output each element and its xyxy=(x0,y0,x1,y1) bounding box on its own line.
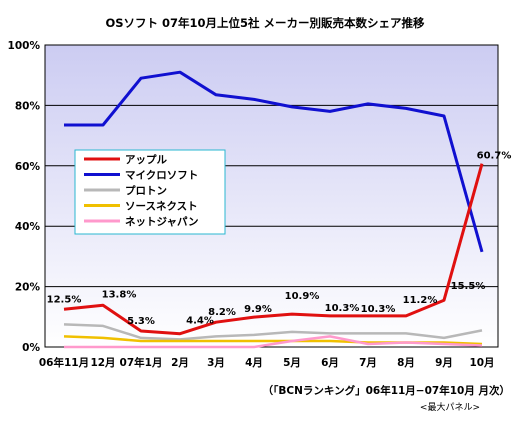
y-tick-label: 100% xyxy=(8,40,41,52)
series-line xyxy=(64,335,483,349)
x-tick-label: 2月 xyxy=(171,357,189,369)
panel-note: <最大パネル> xyxy=(420,401,480,413)
x-tick-label: 9月 xyxy=(435,357,453,369)
data-label: 12.5% xyxy=(47,294,82,305)
y-tick-label: 60% xyxy=(15,161,41,173)
legend-label: マイクロソフト xyxy=(125,170,198,182)
data-label: 15.5% xyxy=(451,281,486,292)
data-label: 5.3% xyxy=(127,316,155,327)
y-tick-label: 0% xyxy=(22,342,40,354)
y-axis: 0% 20% 40% 60% 80% 100% xyxy=(8,40,41,354)
data-label: 11.2% xyxy=(403,295,438,306)
data-labels: 12.5% 13.8% 5.3% 4.4%8.2% 9.9% 10.9% 10.3% 10.3… xyxy=(47,151,512,327)
data-label: 10.3% xyxy=(361,304,396,315)
data-label: 10.9% xyxy=(285,291,320,302)
data-label: 9.9% xyxy=(244,304,272,315)
x-tick-label: 8月 xyxy=(397,357,415,369)
series-lines xyxy=(63,70,484,349)
y-tick-label: 20% xyxy=(15,282,41,294)
x-tick-label: 5月 xyxy=(283,357,301,369)
x-tick-label: 6月 xyxy=(321,357,339,369)
series-line xyxy=(63,163,484,336)
data-label: 13.8% xyxy=(102,289,137,300)
data-label: 4.4% xyxy=(186,316,214,327)
y-tick-label: 40% xyxy=(15,221,41,233)
legend-label: ソースネクスト xyxy=(125,201,198,213)
y-tick-label: 80% xyxy=(15,100,41,112)
x-tick-label: 7月 xyxy=(359,357,377,369)
data-label: 8.2% xyxy=(208,307,236,318)
x-tick-label: 10月 xyxy=(469,357,494,369)
data-label: 60.7% xyxy=(477,151,512,162)
series-line xyxy=(64,70,484,253)
x-tick-label: 3月 xyxy=(207,357,225,369)
legend-label: ネットジャパン xyxy=(125,216,199,228)
chart-title: OSソフト 07年10月上位5社 メーカー別販売本数シェア推移 xyxy=(105,16,425,30)
x-axis: 06年11月 12月 07年1月 2月 3月 4月 5月 6月 7月 8月 9月 10月 xyxy=(39,356,495,369)
x-tick-label: 06年11月 xyxy=(39,356,89,369)
x-tick-label: 12月 xyxy=(90,357,115,369)
x-tick-label: 4月 xyxy=(245,357,263,369)
legend-label: プロトン xyxy=(125,184,167,197)
data-label: 10.3% xyxy=(325,303,360,314)
legend-label: アップル xyxy=(125,153,167,166)
source-note: （「BCNランキング」06年11月−07年10月 月次） xyxy=(263,384,510,397)
x-tick-label: 07年1月 xyxy=(120,356,163,369)
series-line xyxy=(63,323,483,341)
